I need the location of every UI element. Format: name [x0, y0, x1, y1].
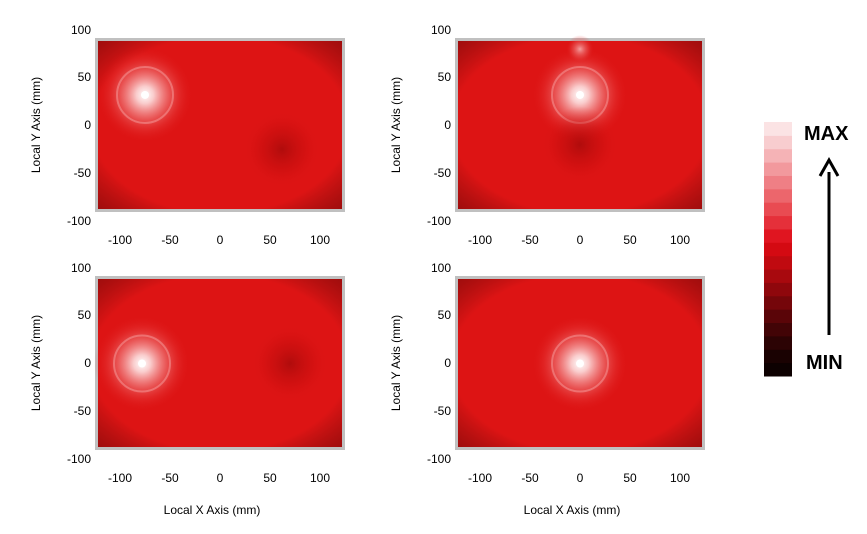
hotspot-3	[542, 106, 618, 183]
y-tick-label: -50	[434, 166, 452, 180]
colorbar-swatch	[764, 362, 792, 377]
colorbar-swatch	[764, 162, 792, 176]
x-tick-label: 50	[623, 233, 637, 247]
panels: 100 50 0 -50 -100 -100 -50 0 50 100 Local Y Axis (…	[29, 23, 705, 517]
y-tick-label: -50	[434, 404, 452, 418]
colorbar-min-label: MIN	[806, 352, 843, 374]
x-tick-label: 50	[263, 471, 277, 485]
y-tick-label: 0	[84, 118, 91, 132]
y-axis-title: Local Y Axis (mm)	[29, 315, 43, 411]
x-tick-label: 0	[217, 471, 224, 485]
colorbar-swatch	[764, 309, 792, 324]
colorbar-swatch	[764, 269, 792, 283]
x-tick-label: -50	[521, 471, 539, 485]
heatmap-panel-3: 100 50 0 -50 -100 -100 -50 0 50 100 Local Y Axis (…	[29, 261, 345, 517]
colorbar-swatch	[764, 242, 792, 257]
y-tick-label: 50	[438, 308, 452, 322]
colorbar-swatch	[764, 335, 792, 350]
x-tick-label: 0	[577, 233, 584, 247]
colorbar-swatch	[764, 255, 792, 270]
colorbar: MAX MIN	[764, 122, 849, 377]
colorbar-swatch	[764, 322, 792, 337]
colorbar-swatch	[764, 175, 792, 190]
colorbar-swatch	[764, 228, 792, 243]
x-tick-label: 100	[670, 471, 690, 485]
hotspot-core	[576, 90, 584, 99]
y-tick-label: 100	[71, 261, 91, 275]
hotspot-core	[141, 90, 149, 99]
hotspot-core	[576, 359, 584, 368]
colorbar-swatch	[764, 188, 792, 203]
hotspot-2	[252, 325, 328, 402]
x-tick-label: -100	[108, 233, 132, 247]
colorbar-max-label: MAX	[804, 123, 849, 145]
x-tick-label: -50	[161, 233, 179, 247]
heatmap-panel-2: 100 50 0 -50 -100 -100 -50 0 50 100 Local Y Axis (…	[389, 23, 705, 247]
hotspot-core	[138, 359, 146, 368]
x-axis-title: Local X Axis (mm)	[164, 503, 261, 517]
colorbar-swatch	[764, 148, 792, 163]
heatmap-panel-4: 100 50 0 -50 -100 -100 -50 0 50 100 Local Y Axis (…	[389, 261, 705, 517]
y-tick-label: -50	[74, 404, 92, 418]
y-tick-label: 0	[84, 356, 91, 370]
colorbar-swatch	[764, 215, 792, 230]
y-tick-label: 100	[431, 261, 451, 275]
y-tick-label: 50	[78, 70, 92, 84]
x-tick-label: 100	[670, 233, 690, 247]
x-tick-label: -50	[161, 471, 179, 485]
x-tick-label: -100	[108, 471, 132, 485]
y-tick-label: 100	[431, 23, 451, 37]
x-tick-label: -50	[521, 233, 539, 247]
x-tick-label: -100	[468, 471, 492, 485]
x-tick-label: 100	[310, 471, 330, 485]
y-tick-label: -100	[67, 452, 91, 466]
x-tick-label: 50	[263, 233, 277, 247]
y-tick-label: 0	[444, 356, 451, 370]
hotspot-ring	[113, 334, 171, 393]
x-axis-title: Local X Axis (mm)	[524, 503, 621, 517]
x-tick-label: 0	[577, 471, 584, 485]
x-tick-label: 50	[623, 471, 637, 485]
y-axis-title: Local Y Axis (mm)	[389, 315, 403, 411]
hotspot-2	[244, 111, 320, 188]
y-tick-label: 0	[444, 118, 451, 132]
hotspot-2	[566, 35, 594, 64]
colorbar-swatch	[764, 295, 792, 310]
y-tick-label: -50	[74, 166, 92, 180]
y-tick-label: -100	[67, 214, 91, 228]
y-tick-label: -100	[427, 452, 451, 466]
y-tick-label: 50	[78, 308, 92, 322]
colorbar-swatch	[764, 135, 792, 150]
y-tick-label: -100	[427, 214, 451, 228]
y-axis-title: Local Y Axis (mm)	[389, 77, 403, 173]
hotspot-ring	[551, 334, 609, 393]
y-tick-label: 100	[71, 23, 91, 37]
y-axis-title: Local Y Axis (mm)	[29, 77, 43, 173]
colorbar-swatch	[764, 122, 792, 136]
colorbar-swatch	[764, 282, 792, 297]
x-tick-label: 100	[310, 233, 330, 247]
colorbar-swatch	[764, 349, 792, 364]
x-tick-label: 0	[217, 233, 224, 247]
colorbar-arrow-head	[818, 156, 840, 177]
colorbar-swatch	[764, 202, 792, 217]
y-tick-label: 50	[438, 70, 452, 84]
heatmap-panel-1: 100 50 0 -50 -100 -100 -50 0 50 100 Local Y Axis (…	[29, 23, 345, 247]
hotspot-ring	[116, 65, 174, 124]
x-tick-label: -100	[468, 233, 492, 247]
